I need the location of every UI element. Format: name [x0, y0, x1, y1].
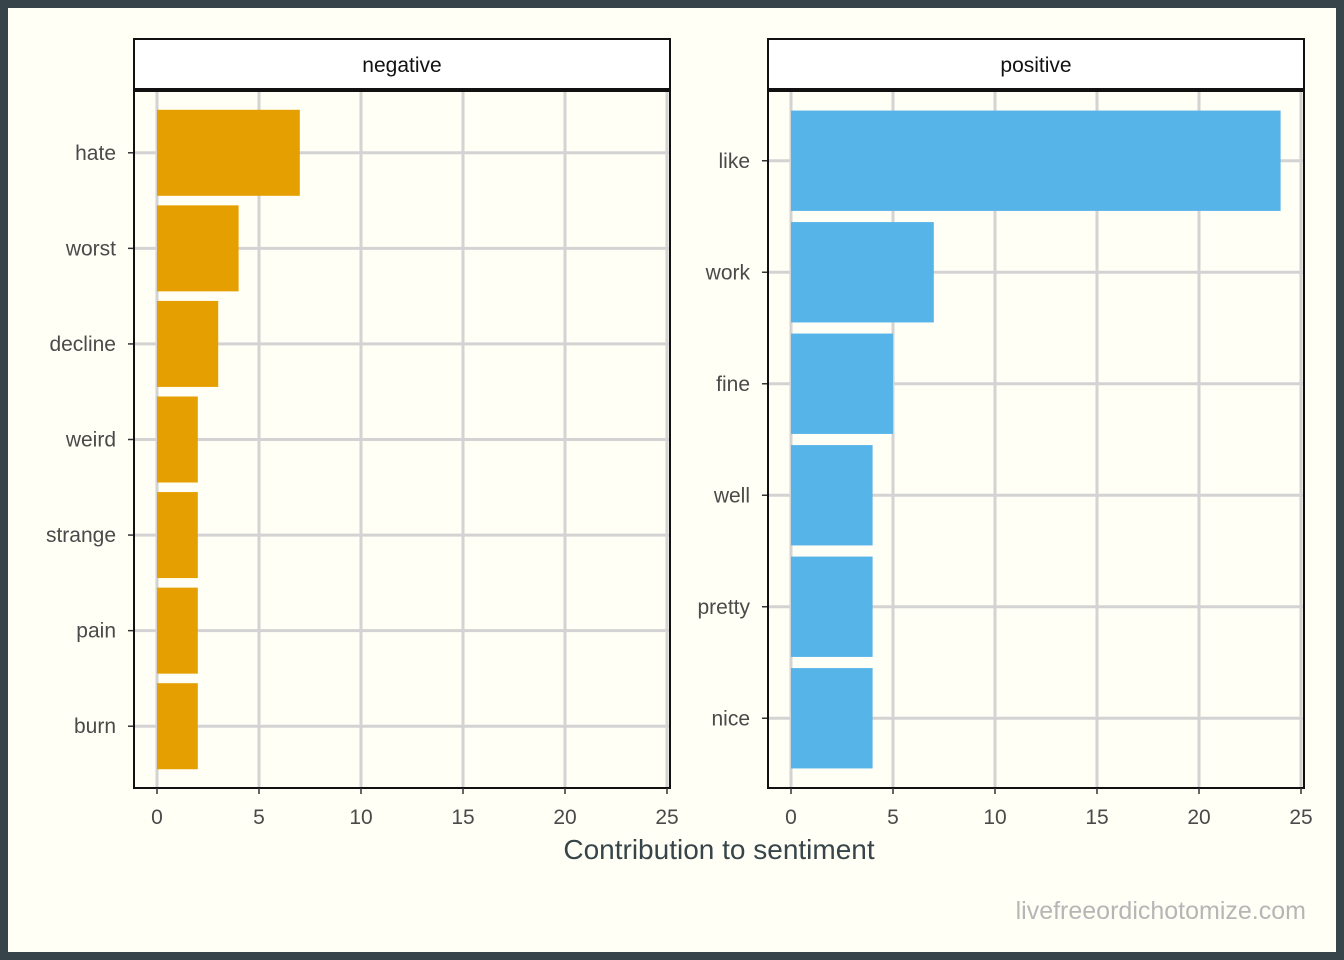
y-tick-label: well: [713, 484, 750, 507]
facet-strip: [133, 38, 671, 90]
facet-strip-label: negative: [362, 54, 441, 77]
x-tick-label: 20: [1187, 806, 1210, 829]
bar-nice: [791, 668, 873, 769]
x-tick-label: 5: [887, 806, 899, 829]
x-tick-label: 15: [1085, 806, 1108, 829]
x-tick-label: 5: [253, 806, 265, 829]
bar-burn: [157, 683, 198, 770]
y-tick-label: work: [705, 261, 751, 284]
y-tick-label: weird: [65, 429, 116, 452]
x-tick-label: 20: [553, 806, 576, 829]
bar-decline: [157, 300, 219, 387]
bar-pain: [157, 587, 198, 674]
bar-like: [791, 110, 1281, 211]
x-tick-label: 10: [349, 806, 372, 829]
bar-worst: [157, 205, 239, 292]
bar-work: [791, 222, 934, 323]
bar-pretty: [791, 556, 873, 657]
bar-strange: [157, 492, 198, 579]
x-tick-label: 25: [655, 806, 678, 829]
panel-border: [767, 90, 1305, 789]
y-tick-label: nice: [711, 707, 750, 730]
bar-hate: [157, 109, 300, 196]
facet-strip-label: positive: [1000, 54, 1071, 77]
y-tick-label: decline: [49, 333, 116, 356]
y-tick-label: hate: [75, 142, 116, 165]
x-tick-label: 10: [983, 806, 1006, 829]
x-axis-title: Contribution to sentiment: [563, 834, 875, 865]
bar-fine: [791, 333, 893, 434]
sentiment-chart: negative hate worst decline weird strange pain…: [46, 38, 1313, 925]
y-tick-label: strange: [46, 524, 116, 547]
y-tick-label: fine: [716, 373, 750, 396]
caption: livefreeordichotomize.com: [1016, 897, 1306, 925]
x-tick-label: 0: [785, 806, 797, 829]
chart-frame: negative hate worst decline weird strange pain…: [8, 8, 1336, 952]
facet-strip: [767, 38, 1305, 90]
y-tick-label: burn: [74, 715, 116, 738]
facet-negative: negative hate worst decline weird strange pain…: [46, 38, 679, 829]
y-tick-label: like: [718, 150, 750, 173]
x-tick-label: 15: [451, 806, 474, 829]
facet-positive: positive like work fine well pretty nice 0 5 10 15…: [697, 38, 1313, 829]
x-tick-label: 25: [1289, 806, 1312, 829]
y-tick-label: pain: [76, 620, 116, 643]
y-tick-label: worst: [65, 237, 116, 260]
x-tick-label: 0: [151, 806, 163, 829]
bar-well: [791, 445, 873, 546]
y-tick-label: pretty: [697, 596, 750, 619]
panel-border: [133, 90, 671, 789]
bar-weird: [157, 396, 198, 483]
